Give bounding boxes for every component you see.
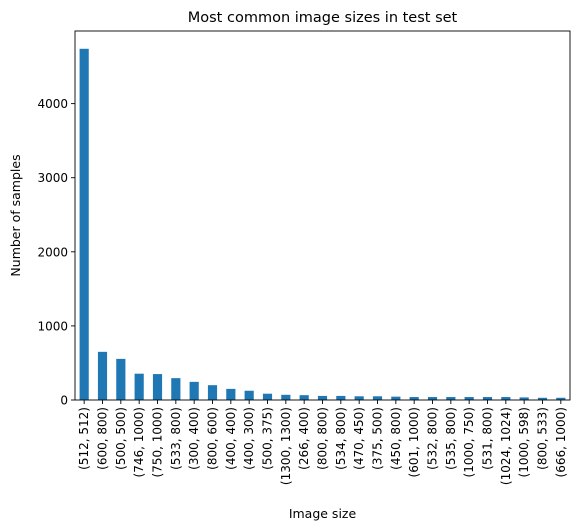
y-axis-label: Number of samples [8,154,23,276]
bar-9 [244,390,254,400]
bar-22 [482,397,493,400]
x-tick-label: (450, 800) [389,407,403,470]
bar-0 [79,48,89,400]
bar-13 [317,395,328,400]
bar-12 [299,395,309,400]
bar-26 [556,397,566,400]
bar-25 [537,397,548,400]
x-tick-label: (400, 300) [242,407,256,470]
bars-layer [79,48,566,400]
x-tick-label: (532, 800) [426,407,440,470]
x-tick-label: (600, 800) [96,407,110,470]
bar-24 [519,397,529,400]
x-tick-label: (800, 800) [316,407,330,470]
x-tick-label: (666, 1000) [554,407,568,477]
bar-19 [427,397,438,400]
bar-15 [354,396,364,400]
bar-1 [97,351,108,400]
y-axis: 0 1000 2000 3000 4000 [37,97,75,408]
bar-4 [152,374,163,400]
x-tick-label: (266, 400) [297,407,311,470]
x-tick-label: (1300, 1300) [279,407,293,485]
x-tick-label: (1000, 750) [462,407,476,477]
x-tick-label: (800, 533) [536,407,550,470]
x-tick-label: (375, 500) [371,407,385,470]
bar-7 [207,385,218,400]
x-tick-label: (500, 375) [261,407,275,470]
x-tick-label: (601, 1000) [407,407,421,477]
x-tick-label: (535, 800) [444,407,458,470]
bar-20 [446,397,456,400]
x-tick-label: (1000, 598) [517,407,531,477]
x-axis: (512, 512) (600, 800) (500, 500) (746, 1000… [77,400,568,485]
y-tick-label: 0 [60,394,68,408]
x-tick-label: (533, 800) [169,407,183,470]
bar-10 [262,393,273,400]
x-tick-label: (531, 800) [481,407,495,470]
y-tick-label: 4000 [37,97,68,111]
bar-17 [391,396,401,400]
x-tick-label: (746, 1000) [132,407,146,477]
bar-5 [171,378,181,400]
bar-11 [281,394,291,400]
x-tick-label: (500, 500) [114,407,128,470]
x-tick-label: (800, 600) [206,407,220,470]
x-tick-label: (1024, 1024) [499,407,513,485]
x-tick-label: (300, 400) [187,407,201,470]
y-tick-label: 3000 [37,171,68,185]
bar-3 [134,373,144,400]
bar-2 [116,358,126,400]
y-tick-label: 2000 [37,245,68,259]
bar-6 [189,381,199,400]
chart-title: Most common image sizes in test set [188,10,458,26]
x-tick-label: (534, 800) [334,407,348,470]
x-axis-label: Image size [289,506,357,521]
x-tick-label: (400, 400) [224,407,238,470]
bar-21 [464,397,474,400]
y-tick-label: 1000 [37,319,68,333]
x-tick-label: (512, 512) [77,407,91,470]
bar-18 [409,397,419,400]
plot-frame [74,30,571,401]
bar-16 [372,396,383,400]
x-tick-label: (750, 1000) [151,407,165,477]
bar-14 [336,395,346,400]
x-tick-label: (470, 450) [352,407,366,470]
bar-23 [501,397,511,400]
bar-8 [226,388,236,400]
